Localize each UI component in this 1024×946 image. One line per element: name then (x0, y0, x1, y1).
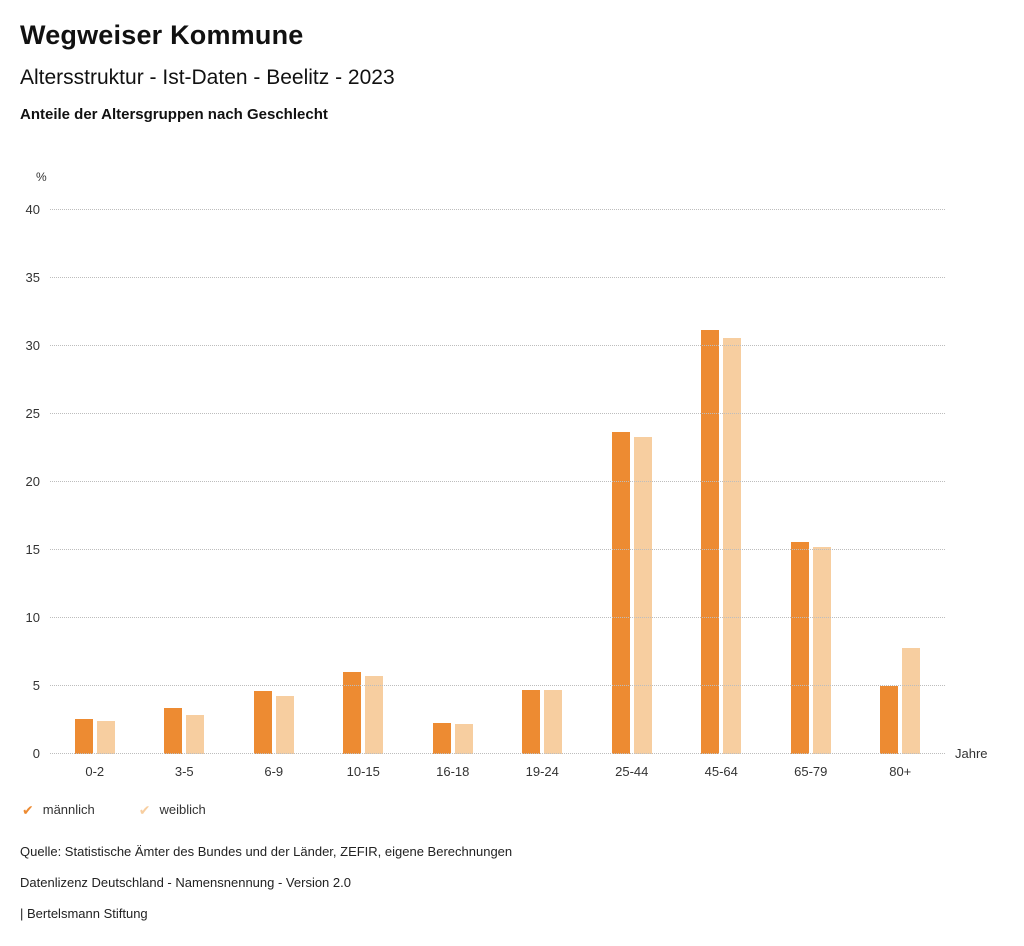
x-axis-category-label: 65-79 (794, 764, 828, 779)
bar-group: 19-24 (498, 210, 588, 779)
bar-weiblich-6-9[interactable] (275, 695, 294, 754)
bar-weiblich-3-5[interactable] (186, 714, 205, 754)
y-axis-tick-label: 25 (25, 406, 40, 421)
x-axis-category-label: 0-2 (85, 764, 105, 779)
bar-group: 45-64 (677, 210, 767, 779)
bar-männlich-6-9[interactable] (253, 691, 272, 754)
y-axis-tick-label: 10 (25, 610, 40, 625)
bar-männlich-25-44[interactable] (611, 431, 630, 754)
chart-heading: Anteile der Altersgruppen nach Geschlech… (20, 106, 328, 123)
legend: ✔ männlich ✔ weiblich (22, 802, 206, 817)
bar-weiblich-25-44[interactable] (633, 437, 652, 754)
gridline (50, 345, 945, 346)
bar-group: 25-44 (587, 210, 677, 779)
bar-weiblich-0-2[interactable] (96, 721, 115, 754)
y-axis-tick-label: 40 (25, 202, 40, 217)
bar-männlich-10-15[interactable] (343, 672, 362, 754)
bar-männlich-19-24[interactable] (522, 690, 541, 754)
check-icon: ✔ (138, 801, 151, 818)
brand-note: | Bertelsmann Stiftung (20, 906, 148, 921)
gridline (50, 413, 945, 414)
x-axis-category-label: 25-44 (615, 764, 649, 779)
bar-group: 0-2 (50, 210, 140, 779)
gridline (50, 209, 945, 210)
source-note: Quelle: Statistische Ämter des Bundes un… (20, 844, 513, 859)
x-axis-category-label: 3-5 (174, 764, 194, 779)
bar-weiblich-10-15[interactable] (365, 676, 384, 754)
page-title: Wegweiser Kommune (20, 20, 304, 50)
gridline (50, 277, 945, 278)
bar-männlich-80+[interactable] (880, 686, 899, 754)
y-axis-tick-label: 30 (25, 338, 40, 353)
gridline (50, 481, 945, 482)
bar-weiblich-16-18[interactable] (454, 724, 473, 754)
legend-item-männlich[interactable]: ✔ männlich (22, 802, 95, 817)
chart-subtitle: Altersstruktur - Ist-Daten - Beelitz - 2… (20, 66, 395, 89)
bar-männlich-3-5[interactable] (164, 707, 183, 754)
y-axis-tick-label: 20 (25, 474, 40, 489)
y-axis-tick-label: 35 (25, 270, 40, 285)
y-axis-tick-label: 15 (25, 542, 40, 557)
x-axis-title: Jahre (955, 746, 988, 761)
bar-weiblich-45-64[interactable] (723, 337, 742, 754)
y-axis-tick-label: 0 (32, 746, 40, 761)
gridline (50, 617, 945, 618)
bar-männlich-16-18[interactable] (432, 722, 451, 754)
bar-group: 16-18 (408, 210, 498, 779)
license-note: Datenlizenz Deutschland - Namensnennung … (20, 875, 351, 890)
legend-item-weiblich[interactable]: ✔ weiblich (139, 802, 206, 817)
bar-weiblich-80+[interactable] (902, 647, 921, 754)
gridline (50, 685, 945, 686)
gridline (50, 549, 945, 550)
bar-group: 65-79 (766, 210, 856, 779)
x-axis-category-label: 45-64 (704, 764, 738, 779)
x-axis-category-label: 16-18 (436, 764, 470, 779)
bar-group: 6-9 (229, 210, 319, 779)
bar-männlich-45-64[interactable] (701, 329, 720, 754)
bar-groups: 0-2 3-5 6-9 10-15 16-18 19-24 25-44 45-64 65-79 8… (50, 210, 946, 779)
bar-group: 3-5 (140, 210, 230, 779)
x-axis-category-label: 10-15 (346, 764, 380, 779)
legend-label: männlich (42, 802, 95, 817)
bar-männlich-0-2[interactable] (74, 718, 93, 754)
bar-group: 80+ (856, 210, 946, 779)
bar-männlich-65-79[interactable] (790, 541, 809, 754)
gridline (50, 753, 945, 754)
legend-label: weiblich (159, 802, 206, 817)
y-axis-unit-label: % (36, 170, 47, 184)
x-axis-category-label: 6-9 (264, 764, 284, 779)
bar-weiblich-19-24[interactable] (544, 690, 563, 754)
plot-area: 0-2 3-5 6-9 10-15 16-18 19-24 25-44 45-64 65-79 8… (26, 202, 946, 779)
x-axis-category-label: 19-24 (525, 764, 559, 779)
y-axis-tick-label: 5 (32, 678, 40, 693)
check-icon: ✔ (22, 801, 34, 818)
bar-weiblich-65-79[interactable] (812, 547, 831, 754)
bar-group: 10-15 (319, 210, 409, 779)
x-axis-category-label: 80+ (889, 764, 912, 779)
